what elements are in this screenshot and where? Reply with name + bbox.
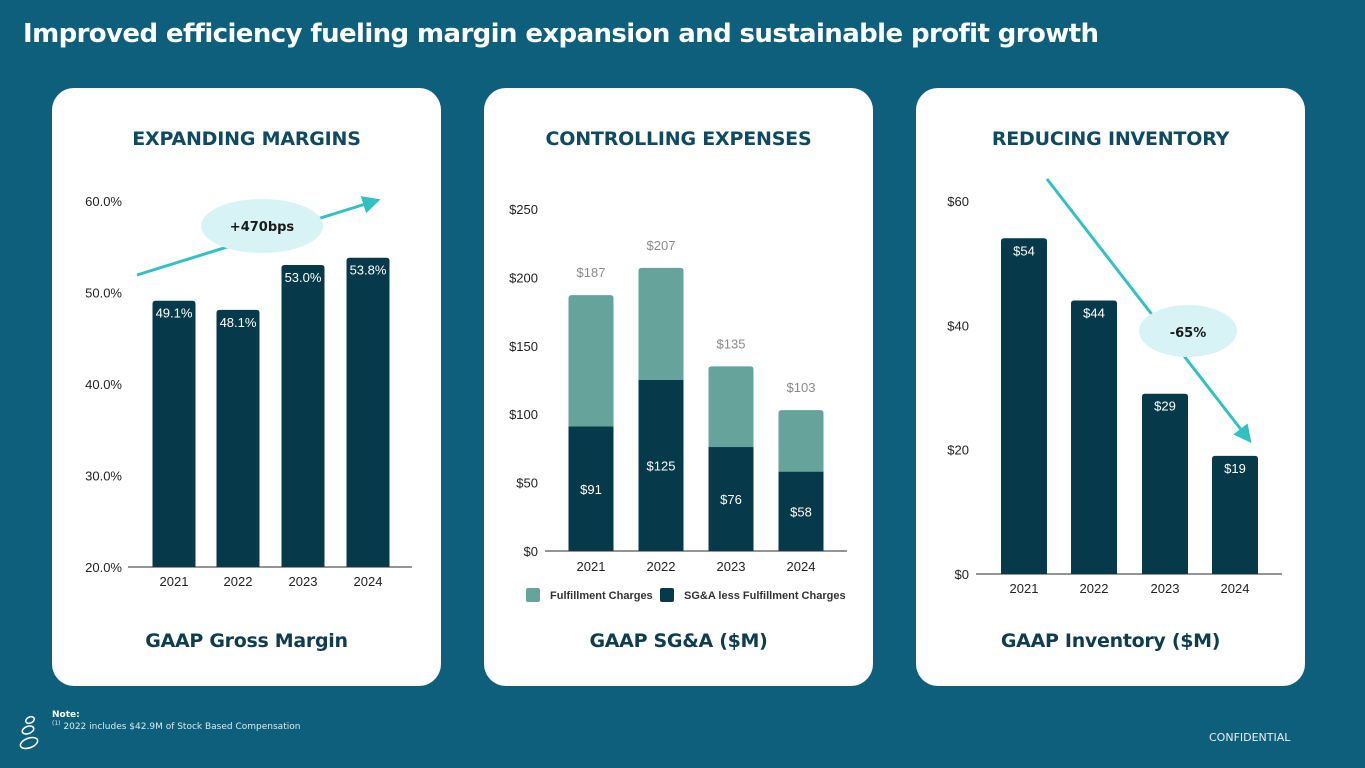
bar-value-label: 48.1% (220, 315, 257, 330)
bar (1071, 300, 1117, 574)
bar-value-label: $44 (1083, 305, 1105, 320)
legend-swatch-sga (660, 588, 674, 602)
bar-value-label: $76 (720, 492, 742, 507)
bar (216, 309, 260, 567)
bar (281, 265, 325, 567)
bar-total-label: $207 (647, 238, 676, 253)
y-tick-label: $60 (947, 194, 969, 209)
bar (1142, 393, 1188, 574)
bar-value-label: 49.1% (156, 306, 193, 321)
y-tick-label: $0 (524, 544, 538, 559)
x-tick-label: 2021 (160, 574, 189, 589)
bar (346, 257, 390, 567)
bar-segment-sga (708, 447, 754, 551)
bar-total-label: $103 (787, 380, 816, 395)
y-tick-label: $100 (509, 407, 538, 422)
trend-arrow-down (1045, 178, 1252, 444)
x-tick-label: 2021 (577, 559, 606, 574)
note-text: 2022 includes $42.9M of Stock Based Comp… (63, 722, 301, 732)
y-tick-label: 40.0% (85, 377, 122, 392)
bar-value-label: $54 (1013, 243, 1035, 258)
bar-segment-fulfillment (708, 366, 754, 448)
y-tick-label: 20.0% (85, 560, 122, 575)
callout-bubble (201, 199, 323, 253)
x-tick-label: 2022 (1080, 581, 1109, 596)
y-tick-label: $50 (516, 476, 538, 491)
x-tick-label: 2024 (354, 574, 383, 589)
callout-bubble (1139, 305, 1237, 357)
stacked-stones-logo-icon (19, 715, 39, 750)
confidential-label: CONFIDENTIAL (1209, 731, 1291, 744)
x-tick-label: 2023 (1151, 581, 1180, 596)
bar-value-label: $125 (647, 459, 676, 474)
card-footer: GAAP Gross Margin (145, 630, 348, 652)
y-tick-label: 60.0% (85, 194, 122, 209)
x-tick-label: 2022 (224, 574, 253, 589)
x-tick-label: 2023 (289, 574, 318, 589)
bar-value-label: $29 (1154, 399, 1176, 414)
note-marker: (1) (52, 720, 61, 727)
inventory-card: REDUCING INVENTORY GAAP Inventory ($M) (916, 88, 1305, 686)
y-tick-label: $40 (947, 318, 969, 333)
legend-label: SG&A less Fulfillment Charges (684, 590, 846, 602)
y-tick-label: $200 (509, 270, 538, 285)
sga-card: CONTROLLING EXPENSES GAAP SG&A ($M) (484, 88, 873, 686)
y-tick-label: 30.0% (85, 469, 122, 484)
card-footer: GAAP Inventory ($M) (1000, 630, 1221, 652)
card-heading: REDUCING INVENTORY (991, 128, 1230, 150)
card-heading: EXPANDING MARGINS (132, 128, 361, 150)
legend-label: Fulfillment Charges (550, 590, 653, 602)
y-tick-label: 50.0% (85, 286, 122, 301)
card-footer: GAAP SG&A ($M) (589, 630, 768, 652)
slide-title: Improved efficiency fueling margin expan… (23, 19, 1099, 49)
chart-legend: Fulfillment Charges SG&A less Fulfillment… (526, 588, 846, 602)
gross-margin-chart: 20.0% 30.0% 40.0% 50.0% 60.0% 2021 2022 2023 202… (85, 194, 412, 589)
bar-segment-fulfillment (638, 267, 684, 380)
bar-value-label: $58 (790, 504, 812, 519)
sga-chart: $0 $50 $100 $150 $200 $250 2021 2022 2023 2024 $91… (509, 202, 847, 602)
bar-value-label: 53.8% (350, 263, 387, 278)
bar-segment-sga (568, 426, 614, 551)
x-tick-label: 2021 (1010, 581, 1039, 596)
y-tick-label: $150 (509, 339, 538, 354)
callout-text: +470bps (230, 220, 295, 235)
note-body: (1) 2022 includes $42.9M of Stock Based … (52, 720, 300, 732)
callout-text: -65% (1170, 326, 1207, 341)
bar-segment-sga (638, 380, 684, 551)
y-tick-label: $0 (955, 567, 969, 582)
bar-value-label: $19 (1224, 461, 1246, 476)
legend-swatch-fulfillment (526, 588, 540, 602)
inventory-chart: $0 $20 $40 $60 2021 2022 2023 2024 $54 $44 $29 $19 -… (947, 178, 1282, 596)
footnote: Note: (1) 2022 includes $42.9M of Stock … (52, 710, 300, 732)
bar-value-label: 53.0% (285, 270, 322, 285)
x-tick-label: 2022 (647, 559, 676, 574)
bar (1212, 455, 1258, 574)
bar-total-label: $187 (577, 265, 606, 280)
bar-segment-fulfillment (568, 295, 614, 427)
y-tick-label: $20 (947, 443, 969, 458)
y-tick-label: $250 (509, 202, 538, 217)
x-tick-label: 2023 (717, 559, 746, 574)
x-tick-label: 2024 (787, 559, 816, 574)
bar-total-label: $135 (717, 336, 746, 351)
bar (152, 300, 196, 567)
x-tick-label: 2024 (1221, 581, 1250, 596)
bar-segment-sga (778, 471, 824, 551)
bar (1001, 238, 1047, 575)
bar-segment-fulfillment (778, 410, 824, 472)
note-title: Note: (52, 710, 80, 720)
card-heading: CONTROLLING EXPENSES (545, 128, 812, 150)
bar-value-label: $91 (580, 482, 602, 497)
